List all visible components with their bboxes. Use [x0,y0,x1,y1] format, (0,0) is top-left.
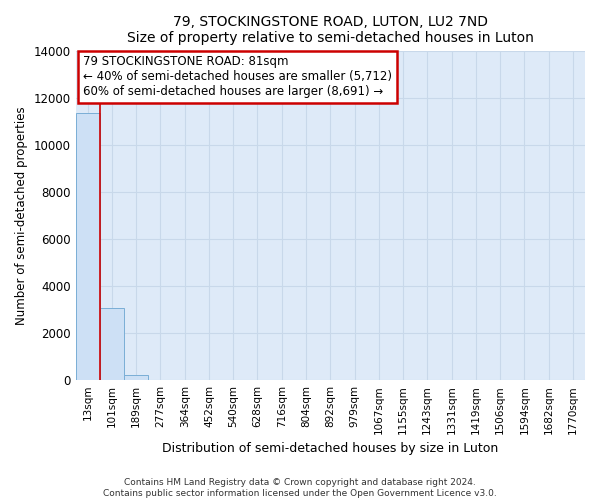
Bar [76,113,100,380]
X-axis label: Distribution of semi-detached houses by size in Luton: Distribution of semi-detached houses by … [162,442,499,455]
Title: 79, STOCKINGSTONE ROAD, LUTON, LU2 7ND
Size of property relative to semi-detache: 79, STOCKINGSTONE ROAD, LUTON, LU2 7ND S… [127,15,534,45]
Text: 79 STOCKINGSTONE ROAD: 81sqm
← 40% of semi-detached houses are smaller (5,712)
6: 79 STOCKINGSTONE ROAD: 81sqm ← 40% of se… [83,56,392,98]
Text: Contains HM Land Registry data © Crown copyright and database right 2024.
Contai: Contains HM Land Registry data © Crown c… [103,478,497,498]
Y-axis label: Number of semi-detached properties: Number of semi-detached properties [15,106,28,324]
Bar [124,376,148,380]
Bar [100,308,124,380]
